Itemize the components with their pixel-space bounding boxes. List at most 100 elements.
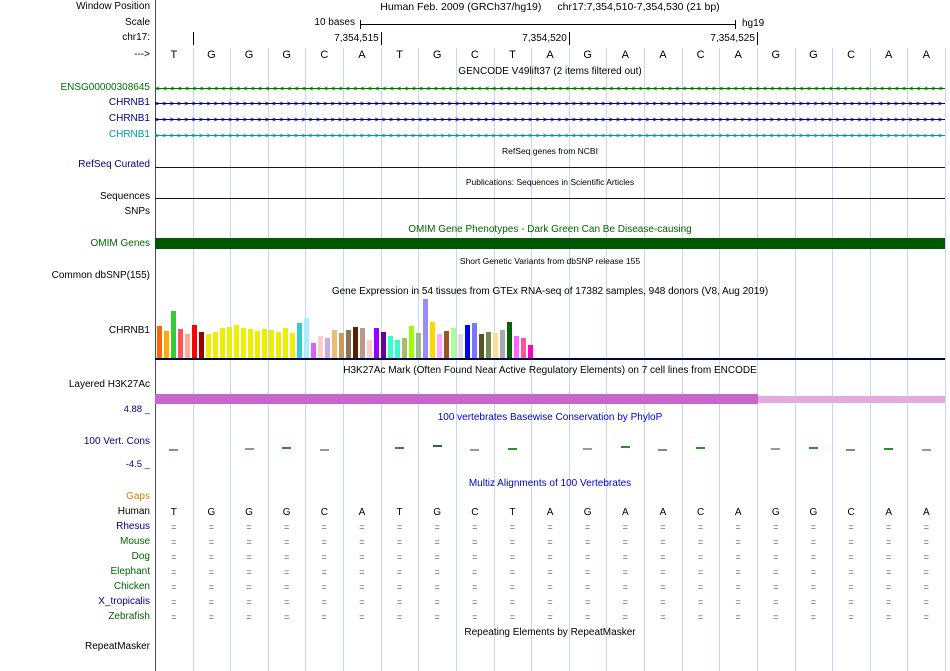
- gtex-bar[interactable]: [465, 325, 470, 358]
- multiz-track-title[interactable]: Multiz Alignments of 100 Vertebrates: [468, 478, 632, 489]
- gtex-bar[interactable]: [346, 330, 351, 358]
- gencode-transcript-label[interactable]: ENSG00000308645: [60, 82, 150, 93]
- gtex-bar[interactable]: [178, 329, 183, 358]
- gtex-bar[interactable]: [199, 332, 204, 358]
- gencode-transcript[interactable]: >>>>>>>>>>>>>>>>>>>>>>>>>>>>>>>>>>>>>>>>…: [155, 113, 945, 126]
- gtex-bar[interactable]: [220, 328, 225, 358]
- gtex-bar[interactable]: [472, 323, 477, 358]
- gtex-bar[interactable]: [444, 331, 449, 358]
- gtex-bar[interactable]: [507, 322, 512, 358]
- dbsnp-label[interactable]: Common dbSNP(155): [51, 270, 150, 281]
- conservation-track-title[interactable]: 100 vertebrates Basewise Conservation by…: [437, 412, 663, 423]
- gtex-bar[interactable]: [521, 338, 526, 358]
- gencode-transcript-label[interactable]: CHRNB1: [108, 97, 150, 108]
- repeatmasker-label[interactable]: RepeatMasker: [84, 641, 150, 652]
- gtex-bar[interactable]: [171, 311, 176, 358]
- refseq-gene-line[interactable]: [155, 167, 945, 168]
- omim-gene-bar[interactable]: [155, 238, 945, 249]
- gtex-bar[interactable]: [318, 336, 323, 358]
- species-label[interactable]: Chicken: [113, 581, 150, 592]
- species-label[interactable]: X_tropicalis: [98, 596, 150, 607]
- publications-item-line[interactable]: [155, 198, 945, 199]
- gtex-track-title[interactable]: Gene Expression in 54 tissues from GTEx …: [331, 286, 769, 297]
- gtex-bar[interactable]: [353, 327, 358, 358]
- gtex-bar[interactable]: [423, 299, 428, 358]
- gtex-bar[interactable]: [395, 340, 400, 358]
- gtex-bar[interactable]: [437, 334, 442, 358]
- gtex-bar[interactable]: [304, 318, 309, 358]
- h3k27ac-label[interactable]: Layered H3K27Ac: [68, 379, 150, 390]
- omim-track-title[interactable]: OMIM Gene Phenotypes - Dark Green Can Be…: [408, 224, 692, 235]
- sequences-label[interactable]: Sequences: [99, 191, 150, 202]
- publications-track-title[interactable]: Publications: Sequences in Scientific Ar…: [465, 177, 635, 187]
- gtex-bar[interactable]: [367, 340, 372, 358]
- gencode-transcript[interactable]: <<<<<<<<<<<<<<<<<<<<<<<<<<<<<<<<<<<<<<<<…: [155, 82, 945, 95]
- species-label[interactable]: Gaps: [126, 491, 150, 502]
- gtex-bar[interactable]: [311, 343, 316, 358]
- gtex-bar[interactable]: [248, 329, 253, 358]
- gtex-bar[interactable]: [451, 328, 456, 358]
- gtex-gene-label[interactable]: CHRNB1: [108, 325, 150, 336]
- gtex-bar[interactable]: [157, 326, 162, 358]
- gtex-bar[interactable]: [486, 332, 491, 358]
- gtex-bar[interactable]: [360, 328, 365, 358]
- dbsnp-track-title[interactable]: Short Genetic Variants from dbSNP releas…: [459, 256, 641, 266]
- gtex-bar[interactable]: [255, 331, 260, 358]
- gtex-bar[interactable]: [514, 336, 519, 358]
- gtex-bar[interactable]: [416, 333, 421, 358]
- gtex-bar[interactable]: [290, 333, 295, 358]
- gtex-bar[interactable]: [388, 336, 393, 358]
- omim-genes-label[interactable]: OMIM Genes: [90, 238, 150, 249]
- gtex-bar[interactable]: [206, 334, 211, 358]
- h3k27ac-signal[interactable]: [758, 396, 945, 403]
- gencode-transcript-label[interactable]: CHRNB1: [108, 113, 150, 124]
- conservation-label[interactable]: 100 Vert. Cons: [83, 436, 150, 447]
- gtex-bar[interactable]: [479, 334, 484, 358]
- species-label[interactable]: Rhesus: [116, 521, 150, 532]
- gencode-track-title[interactable]: GENCODE V49lift37 (2 items filtered out): [458, 66, 642, 77]
- gtex-bar[interactable]: [409, 326, 414, 358]
- alignment-row: = = = = = = = = = = = = = = = = = = = = =: [155, 596, 945, 609]
- gtex-bar[interactable]: [276, 332, 281, 358]
- gtex-bar[interactable]: [381, 332, 386, 358]
- gencode-transcript[interactable]: >>>>>>>>>>>>>>>>>>>>>>>>>>>>>>>>>>>>>>>>…: [155, 97, 945, 110]
- gtex-bar[interactable]: [339, 333, 344, 358]
- gtex-bar[interactable]: [374, 328, 379, 358]
- phylop-tick: [808, 447, 818, 449]
- gtex-bar[interactable]: [192, 325, 197, 358]
- refseq-track-title[interactable]: RefSeq genes from NCBI: [502, 146, 598, 156]
- gtex-bar[interactable]: [269, 330, 274, 358]
- gtex-expression-chart[interactable]: [155, 298, 945, 358]
- gtex-bar[interactable]: [297, 323, 302, 358]
- h3k27ac-track-title[interactable]: H3K27Ac Mark (Often Found Near Active Re…: [343, 365, 757, 376]
- gtex-bar[interactable]: [241, 328, 246, 358]
- gtex-bar[interactable]: [528, 345, 533, 358]
- gtex-bar[interactable]: [213, 332, 218, 358]
- species-label[interactable]: Human: [117, 506, 150, 517]
- gtex-bar[interactable]: [164, 331, 169, 358]
- refseq-curated-label[interactable]: RefSeq Curated: [78, 159, 150, 170]
- species-label[interactable]: Elephant: [110, 566, 150, 577]
- alignment-match-mark: =: [886, 567, 892, 577]
- gtex-bar[interactable]: [430, 322, 435, 358]
- gtex-bar[interactable]: [325, 338, 330, 358]
- h3k27ac-signal[interactable]: [155, 394, 758, 404]
- gtex-bar[interactable]: [402, 338, 407, 358]
- species-label[interactable]: Dog: [131, 551, 150, 562]
- gtex-bar[interactable]: [493, 333, 498, 358]
- snps-label[interactable]: SNPs: [124, 206, 150, 217]
- gtex-bar[interactable]: [500, 330, 505, 358]
- gtex-bar[interactable]: [458, 334, 463, 358]
- species-label[interactable]: Mouse: [119, 536, 150, 547]
- repeatmasker-track-title[interactable]: Repeating Elements by RepeatMasker: [464, 627, 636, 638]
- gtex-bar[interactable]: [185, 334, 190, 358]
- gencode-transcript-label[interactable]: CHRNB1: [108, 129, 150, 140]
- gtex-bar[interactable]: [283, 328, 288, 358]
- gtex-bar[interactable]: [332, 330, 337, 358]
- gtex-bar[interactable]: [227, 327, 232, 358]
- base-letter: C: [320, 507, 328, 518]
- gtex-bar[interactable]: [262, 329, 267, 358]
- species-label[interactable]: Zebrafish: [108, 611, 150, 622]
- gencode-transcript[interactable]: >>>>>>>>>>>>>>>>>>>>>>>>>>>>>>>>>>>>>>>>…: [155, 129, 945, 142]
- gtex-bar[interactable]: [234, 325, 239, 358]
